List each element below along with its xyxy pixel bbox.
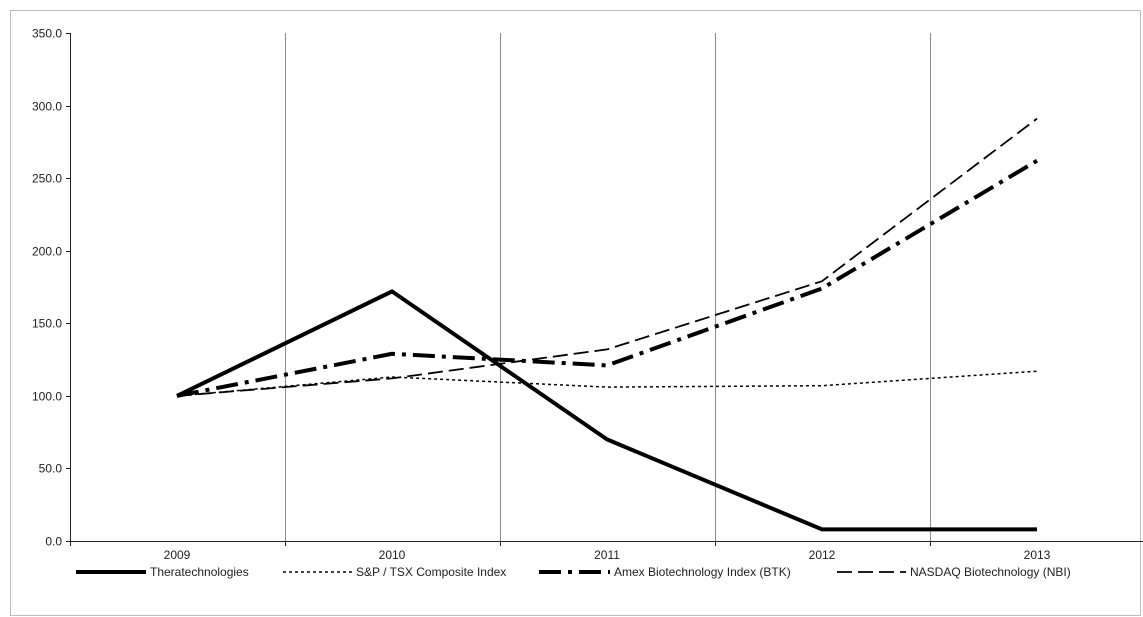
y-axis: 0.0 50.0 100.0 150.0 200.0 250.0 300.0 350.0 [32,27,71,549]
series-layer [176,117,1039,532]
legend-label-amex-biotechnology-index-btk: Amex Biotechnology Index (BTK) [614,565,791,579]
x-tick-label: 2009 [164,548,191,562]
legend: Theratechnologies S&P / TSX Composite Ind… [76,565,1071,579]
y-tick-label: 250.0 [32,172,62,186]
y-tick-label: 100.0 [32,390,62,404]
series-line-nasdaq-biotechnology-nbi [176,117,1038,397]
legend-label-s-p-tsx-composite-index: S&P / TSX Composite Index [356,565,506,579]
x-axis: 2009 2010 2011 2012 2013 [70,541,1143,562]
y-tick-label: 50.0 [39,462,63,476]
x-tick-label: 2013 [1024,548,1051,562]
y-tick-label: 300.0 [32,100,62,114]
vertical-gridlines [285,33,931,541]
y-tick-label: 150.0 [32,317,62,331]
x-tick-label: 2011 [594,548,620,562]
legend-label-theratechnologies: Theratechnologies [150,565,249,579]
y-tick-label: 0.0 [45,535,62,549]
x-tick-label: 2012 [809,548,836,562]
y-tick-label: 350.0 [32,27,62,41]
x-tick-label: 2010 [379,548,406,562]
y-tick-label: 200.0 [32,245,62,259]
series-line-theratechnologies [176,289,1037,532]
legend-label-nasdaq-biotechnology-nbi: NASDAQ Biotechnology (NBI) [910,565,1071,579]
chart-frame [10,10,1141,616]
